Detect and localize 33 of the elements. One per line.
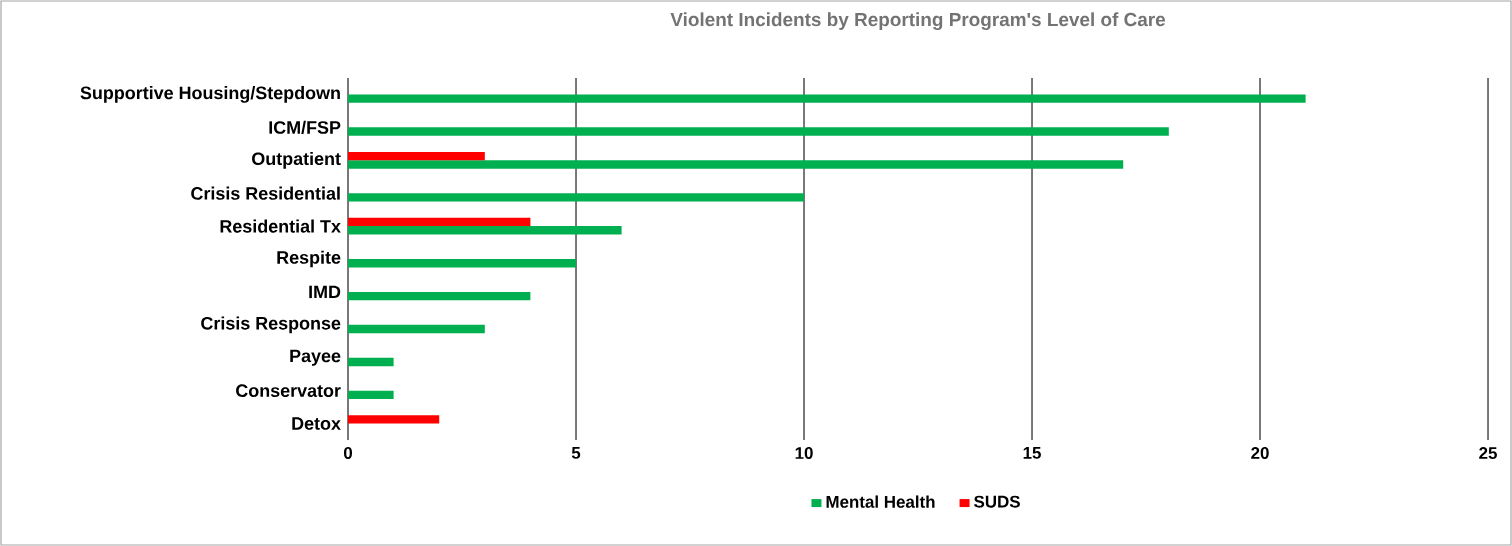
x-tick-label: 5 xyxy=(571,447,581,459)
bar xyxy=(348,160,1124,169)
y-tick-label: Respite xyxy=(277,250,341,268)
y-tick-label: Crisis Response xyxy=(201,316,341,334)
legend-label: Mental Health xyxy=(826,495,935,508)
x-tick-label: 0 xyxy=(343,447,353,460)
y-tick-label: ICM/FSP xyxy=(269,120,341,135)
y-tick-label: Payee xyxy=(290,349,341,366)
bar xyxy=(348,193,805,202)
bar xyxy=(348,357,394,367)
bar xyxy=(348,390,394,400)
x-tick-label: 25 xyxy=(1479,447,1497,460)
y-tick-label: Supportive Housing/Stepdown xyxy=(80,86,340,103)
legend-label: SUDS xyxy=(974,495,1020,508)
bar xyxy=(348,259,577,268)
y-tick-label: Residential Tx xyxy=(220,219,341,233)
bar xyxy=(348,151,485,161)
y-tick-label: Crisis Residential xyxy=(191,186,340,200)
bar xyxy=(348,127,1169,136)
x-tick-label: 10 xyxy=(795,447,813,460)
bar xyxy=(348,226,622,235)
chart-title: Violent Incidents by Reporting Program's Level of Care xyxy=(670,12,1166,31)
bar xyxy=(348,415,440,424)
x-tick-label: 20 xyxy=(1251,447,1269,460)
bar xyxy=(348,94,1306,103)
y-tick-label: Outpatient xyxy=(252,151,341,169)
y-tick-label: IMD xyxy=(309,285,341,299)
y-tick-label: Detox xyxy=(292,417,341,430)
x-tick-label: 15 xyxy=(1023,447,1041,459)
bar xyxy=(348,217,531,227)
bar xyxy=(348,291,531,301)
y-tick-label: Conservator xyxy=(236,384,341,397)
bar xyxy=(348,324,485,334)
